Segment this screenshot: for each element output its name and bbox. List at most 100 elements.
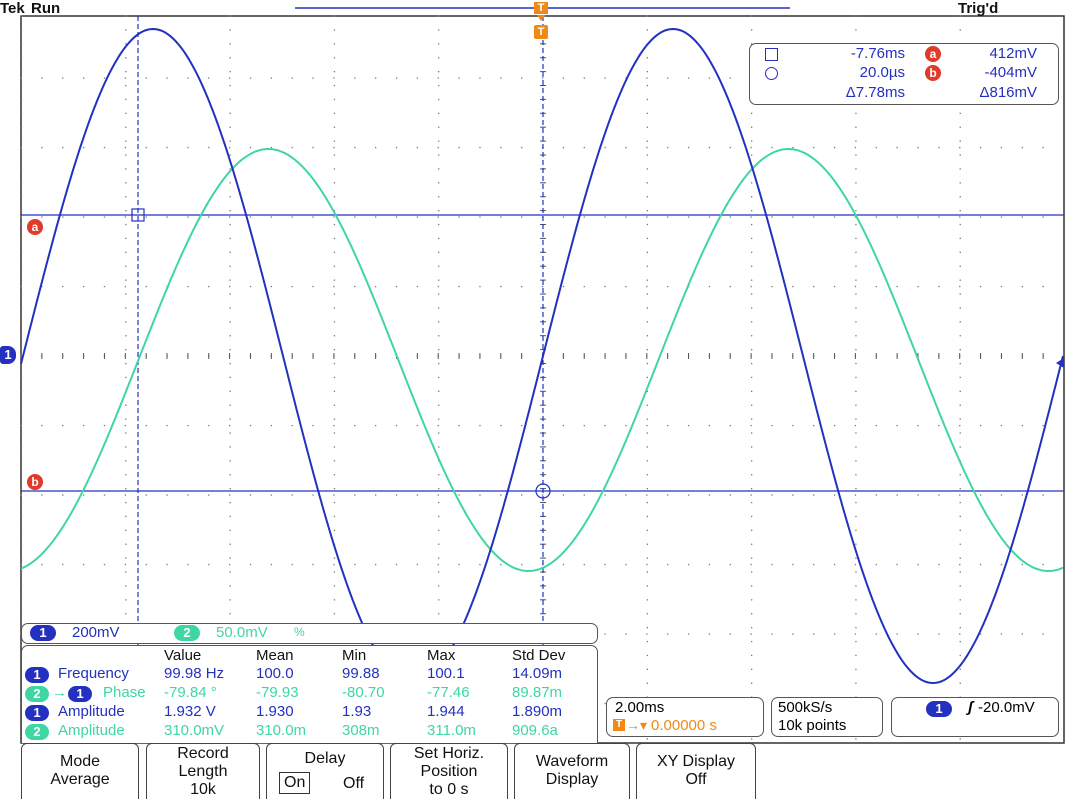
delay-title: Delay: [304, 750, 346, 767]
cursor-delta-t-readout: Δ7.78ms: [845, 84, 905, 101]
xy-display-button[interactable]: XY Display Off: [636, 743, 756, 799]
rising-edge-icon: ʃ: [968, 699, 973, 716]
measurement-name: Frequency: [58, 665, 129, 682]
delay-off-option[interactable]: Off: [343, 775, 365, 792]
cursor-square-handle[interactable]: [131, 208, 145, 222]
measurement-value: 1.932 V: [164, 703, 216, 720]
mode-button[interactable]: Mode Average: [21, 743, 139, 799]
cursor-square-icon: [765, 48, 778, 61]
phase-reference-badge: 1: [68, 686, 92, 702]
trigger-status: Trig'd: [958, 0, 999, 17]
acquisition-readout[interactable]: 500kS/s 10k points: [771, 697, 883, 737]
horizontal-readout[interactable]: 2.00ms T →▾ 0.00000 s: [606, 697, 764, 737]
mode-value: Average: [50, 771, 110, 788]
measurement-max: -77.46: [427, 684, 470, 701]
channel-scale-bar: 1 200mV 2 50.0mV %: [21, 623, 598, 644]
trigger-source-badge: 1: [926, 701, 952, 717]
measurement-min: 99.88: [342, 665, 380, 682]
measurement-mean: -79.93: [256, 684, 299, 701]
measurement-max: 100.1: [427, 665, 465, 682]
cursor-delta-v-value: Δ816mV: [979, 84, 1037, 101]
channel1-scale: 200mV: [72, 624, 120, 641]
measurement-mean: 100.0: [256, 665, 294, 682]
trigger-level-arrow-icon: [1056, 358, 1064, 368]
measurement-value: 99.98 Hz: [164, 665, 225, 682]
set-horiz-line2: Position: [420, 763, 478, 780]
xy-display-line2: Off: [685, 771, 707, 788]
trigger-position-icon: T: [613, 719, 625, 731]
cursor-t1-readout: -7.76ms: [850, 45, 905, 62]
trigger-arrow-icon: [537, 15, 545, 21]
set-horiz-position-button[interactable]: Set Horiz. Position to 0 s: [390, 743, 508, 799]
measurement-header: Max: [427, 647, 456, 664]
set-horiz-line3: to 0 s: [429, 781, 469, 798]
horizontal-position: 0.00000 s: [651, 717, 717, 734]
acquisition-state: Run: [31, 0, 61, 17]
trigger-t-icon-lower: T: [534, 25, 548, 39]
xy-display-line1: XY Display: [657, 753, 735, 770]
measurement-value: 310.0mV: [164, 722, 225, 739]
set-horiz-line1: Set Horiz.: [413, 745, 485, 762]
measurement-mean: 1.930: [256, 703, 294, 720]
measurement-source-badge: 1: [25, 705, 49, 721]
trigger-level: -20.0mV: [978, 699, 1035, 716]
horizontal-scale: 2.00ms: [615, 699, 665, 716]
measurement-max: 1.944: [427, 703, 465, 720]
measurement-table: [21, 645, 598, 743]
cursor-b-marker: b: [27, 474, 43, 490]
measurement-name: Amplitude: [58, 703, 125, 720]
delay-button[interactable]: Delay On Off: [266, 743, 384, 799]
measurement-std: 14.09m: [512, 665, 563, 682]
measurement-std: 89.87m: [512, 684, 563, 701]
cursor-a-value: 412mV: [989, 45, 1037, 62]
record-length-title: Record Length: [177, 745, 229, 780]
channel1-badge[interactable]: 1: [30, 625, 56, 641]
channel1-waveform: [20, 27, 1064, 685]
measurement-std: 1.890m: [512, 703, 563, 720]
channel2-badge[interactable]: 2: [174, 625, 200, 641]
waveform-display-line1: Waveform: [535, 753, 609, 770]
measurement-value: -79.84 °: [164, 684, 217, 701]
measurement-name: Amplitude: [58, 722, 125, 739]
measurement-source-badge: 2: [25, 724, 49, 740]
cursor-circle-icon: [765, 67, 778, 80]
measurement-header: Min: [342, 647, 367, 664]
cursor-readout: -7.76ms 20.0µs Δ7.78ms a b 412mV -404mV …: [749, 43, 1059, 105]
measurement-name: Phase: [103, 684, 146, 701]
measurement-std: 909.6a: [512, 722, 558, 739]
cursor-circle-handle[interactable]: [535, 483, 551, 499]
trigger-readout[interactable]: 1 ʃ -20.0mV: [891, 697, 1059, 737]
channel2-scale: 50.0mV: [216, 624, 268, 641]
measurement-min: -80.70: [342, 684, 385, 701]
record-points: 10k points: [778, 717, 847, 734]
measurement-header: Mean: [256, 647, 294, 664]
measurement-mean: 310.0m: [256, 722, 307, 739]
measurement-header: Value: [164, 647, 202, 664]
cursor-a-readout-icon: a: [925, 46, 941, 62]
measurement-min: 308m: [342, 722, 380, 739]
channel2-waveform: [20, 148, 1064, 572]
cursor-b-value: -404mV: [984, 64, 1037, 81]
cursor-b-readout-icon: b: [925, 65, 941, 81]
brand-logo: Tek: [0, 0, 25, 17]
trigger-t-icon: T: [534, 2, 548, 14]
measurement-source-badge: 1: [25, 667, 49, 683]
measurement-min: 1.93: [342, 703, 372, 720]
channel1-ground-marker[interactable]: 1: [0, 346, 16, 364]
delay-on-option[interactable]: On: [279, 772, 311, 794]
measurement-max: 311.0m: [427, 722, 476, 739]
cursor-t2-readout: 20.0µs: [859, 64, 905, 81]
waveform-display-line2: Display: [545, 771, 599, 788]
waveform-display-button[interactable]: Waveform Display: [514, 743, 630, 799]
measurement-source-badge: 2: [25, 686, 49, 702]
record-length-value: 10k: [190, 781, 216, 798]
measurement-header: Std Dev: [512, 647, 566, 664]
record-length-button[interactable]: Record Length 10k: [146, 743, 260, 799]
phase-arrow-icon: →: [52, 684, 67, 701]
sample-rate: 500kS/s: [778, 699, 833, 716]
mode-title: Mode: [59, 753, 101, 770]
arrow-right-icon: →▾: [626, 717, 648, 733]
cursor-a-marker: a: [27, 219, 43, 235]
trigger-position-marker[interactable]: T T: [534, 0, 550, 40]
